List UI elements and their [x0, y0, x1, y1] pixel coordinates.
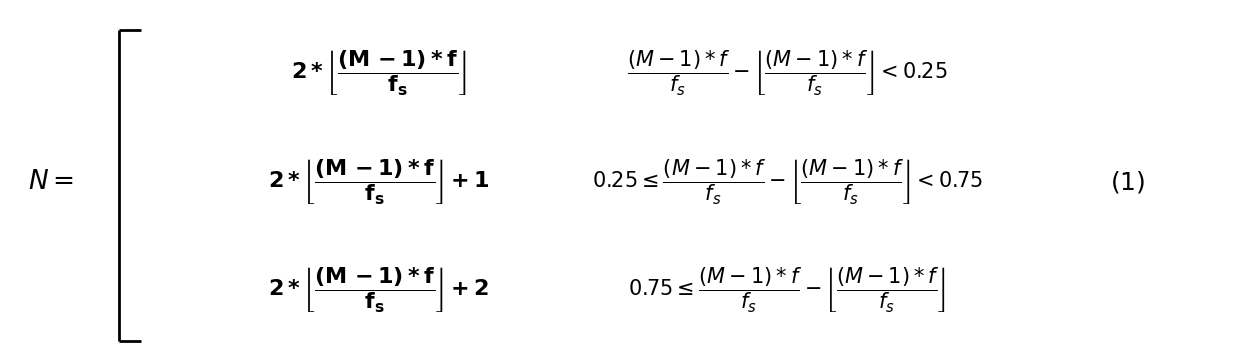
Text: $0.25 \leq \dfrac{(M-1)*f}{f_s} - \left\lfloor \dfrac{(M-1)*f}{f_s} \right\rfloo: $0.25 \leq \dfrac{(M-1)*f}{f_s} - \left\… [591, 158, 982, 206]
Text: $(1)$: $(1)$ [1110, 169, 1145, 195]
Text: $\dfrac{(M-1)*f}{f_s} - \left\lfloor \dfrac{(M-1)*f}{f_s} \right\rfloor < 0.25$: $\dfrac{(M-1)*f}{f_s} - \left\lfloor \df… [626, 49, 947, 98]
Text: $\mathbf{2 * \left\lfloor \dfrac{(M\,-1)*f}{f_s} \right\rfloor}$: $\mathbf{2 * \left\lfloor \dfrac{(M\,-1)… [290, 49, 466, 98]
Text: $0.75 \leq \dfrac{(M-1)*f}{f_s} - \left\lfloor \dfrac{(M-1)*f}{f_s} \right\rfloo: $0.75 \leq \dfrac{(M-1)*f}{f_s} - \left\… [629, 266, 946, 315]
Text: $\mathbf{2 * \left\lfloor \dfrac{(M\,-1)*f}{f_s} \right\rfloor + 2}$: $\mathbf{2 * \left\lfloor \dfrac{(M\,-1)… [268, 266, 490, 315]
Text: $N = $: $N = $ [27, 169, 74, 195]
Text: $\mathbf{2 * \left\lfloor \dfrac{(M\,-1)*f}{f_s} \right\rfloor + 1}$: $\mathbf{2 * \left\lfloor \dfrac{(M\,-1)… [268, 157, 490, 207]
